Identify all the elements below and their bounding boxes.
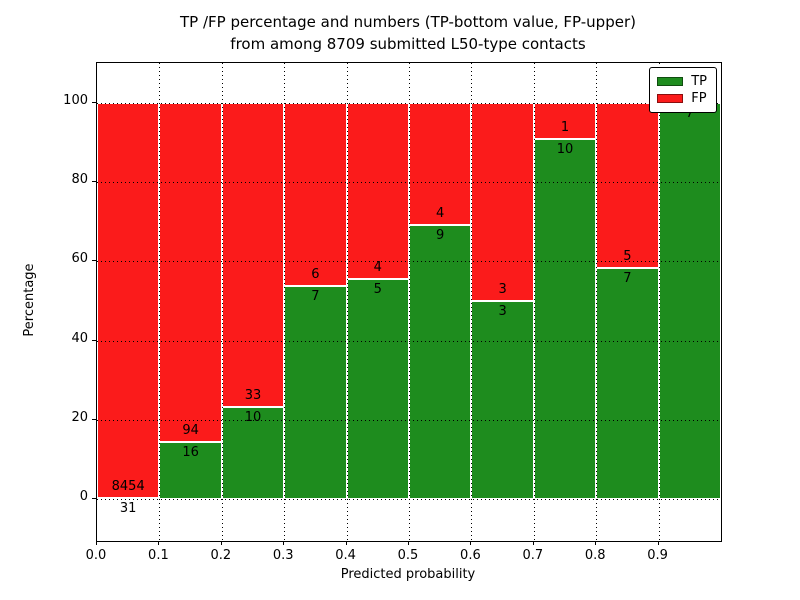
tick-x-0.1	[158, 541, 160, 545]
tick-label-y-0: 0	[79, 489, 88, 505]
tick-label-y-100: 100	[63, 92, 88, 108]
tick-label-x-0.0: 0.0	[85, 548, 107, 563]
legend-swatch-fp	[657, 94, 684, 103]
gridline-v-0.6	[471, 63, 473, 541]
bar-segment-tp-3	[284, 285, 347, 500]
tick-x-0.7	[532, 541, 534, 545]
legend-label-tp: TP	[691, 74, 707, 89]
bar-label-tp-5: 9	[436, 227, 445, 243]
tick-x-0.5	[408, 541, 409, 545]
bar-segment-fp-1	[159, 102, 222, 442]
bar-segment-fp-6	[471, 102, 534, 301]
axes: TP FP 8454 31 94 16 33 10 6 7 4 5 4 9 3 3 1 10 5 7 7	[96, 62, 722, 542]
bar-label-tp-0: 31	[119, 500, 137, 516]
bar-label-fp-4: 4	[373, 259, 382, 275]
chart-title: TP /FP percentage and numbers (TP-bottom…	[96, 11, 720, 55]
bar-label-tp-3: 7	[311, 288, 320, 304]
bar-label-tp-7: 10	[556, 141, 574, 157]
y-axis-label: Percentage	[22, 263, 37, 337]
legend-item-fp: FP	[657, 90, 707, 107]
bar-segment-tp-8	[596, 267, 659, 500]
bar-segment-tp-1	[159, 441, 222, 500]
tick-x-0.0	[96, 541, 97, 545]
legend-swatch-tp	[657, 77, 684, 86]
bar-label-fp-6: 3	[498, 282, 507, 297]
gridline-v-0.8	[596, 63, 598, 541]
gridline-v-0.5	[409, 63, 410, 541]
tick-label-x-0.7: 0.7	[522, 548, 544, 563]
tick-label-x-0.9: 0.9	[647, 548, 668, 563]
tick-x-0.4	[345, 541, 347, 545]
gridline-v-0.9	[658, 63, 660, 541]
bar-segment-fp-4	[346, 102, 409, 279]
bar-label-fp-0: 8454	[111, 478, 145, 494]
bar-label-fp-7: 1	[560, 119, 570, 135]
x-axis-label: Predicted probability	[340, 567, 476, 582]
tick-x-0.2	[220, 541, 222, 545]
tick-label-y-80: 80	[71, 172, 88, 187]
bar-segment-fp-7	[533, 102, 597, 139]
gridline-v-0.3	[284, 63, 286, 541]
bar-label-fp-1: 94	[182, 422, 199, 438]
bar-segment-tp-7	[533, 138, 597, 500]
bar-segment-fp-3	[284, 102, 347, 286]
gridline-v-0.1	[159, 63, 161, 541]
bar-label-tp-2: 10	[244, 410, 262, 426]
tick-label-x-0.1: 0.1	[148, 548, 169, 563]
legend-label-fp: FP	[691, 91, 707, 106]
bar-label-tp-9: 7	[685, 105, 694, 121]
chart-title-line1: TP /FP percentage and numbers (TP-bottom…	[180, 13, 636, 31]
tick-x-0.9	[657, 541, 659, 545]
tick-label-y-40: 40	[71, 330, 88, 346]
legend-item-tp: TP	[657, 73, 707, 90]
tick-label-y-20: 20	[71, 410, 88, 425]
gridline-v-0.2	[221, 63, 223, 541]
tick-y-40	[92, 339, 96, 341]
bar-segment-fp-2	[221, 102, 285, 408]
gridline-v-0.7	[533, 63, 535, 541]
tick-label-x-0.4: 0.4	[335, 548, 356, 563]
bar-segment-fp-8	[596, 102, 659, 268]
tick-label-x-0.3: 0.3	[272, 548, 294, 563]
tick-y-100	[92, 101, 96, 103]
tick-y-0	[92, 498, 96, 500]
bar-label-fp-8: 5	[623, 248, 632, 264]
tick-x-0.6	[470, 541, 472, 545]
tick-x-0.8	[595, 541, 597, 545]
tick-x-0.3	[283, 541, 285, 545]
chart-title-line2: from among 8709 submitted L50-type conta…	[230, 35, 586, 53]
bar-label-tp-6: 3	[498, 304, 507, 319]
tick-label-x-0.8: 0.8	[584, 548, 606, 563]
tick-y-20	[92, 419, 96, 420]
bar-segment-fp-0	[97, 102, 160, 498]
tick-label-y-60: 60	[71, 251, 88, 267]
bar-segment-tp-4	[346, 278, 409, 500]
bar-segment-tp-6	[471, 301, 534, 500]
tick-y-80	[92, 181, 96, 182]
tick-label-x-0.5: 0.5	[397, 548, 419, 563]
bar-segment-tp-9	[658, 102, 721, 500]
bar-segment-tp-5	[409, 224, 472, 500]
legend: TP FP	[649, 67, 717, 113]
tick-label-x-0.2: 0.2	[210, 548, 232, 563]
bar-label-fp-3: 6	[311, 266, 320, 282]
bar-label-fp-2: 33	[244, 388, 262, 404]
bar-label-fp-5: 4	[436, 205, 445, 221]
tick-y-60	[92, 260, 96, 262]
gridline-v-0.4	[346, 63, 348, 541]
tick-label-x-0.6: 0.6	[460, 548, 481, 563]
bar-label-tp-1: 16	[182, 444, 199, 460]
bar-label-tp-4: 5	[373, 281, 382, 297]
bar-label-tp-8: 7	[623, 270, 632, 286]
